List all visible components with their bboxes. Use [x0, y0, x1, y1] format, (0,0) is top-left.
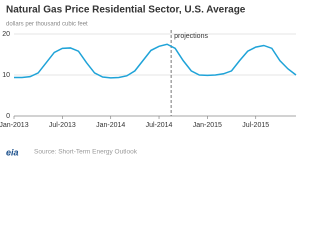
logo: eia: [6, 147, 19, 157]
x-tick-label: Jan-2015: [193, 122, 222, 129]
y-tick-label: 20: [2, 31, 10, 38]
x-tick-label: Jan-2013: [0, 122, 29, 129]
annotation: projections: [174, 33, 208, 40]
y-tick-label: 10: [2, 72, 10, 79]
chart: Natural Gas Price Residential Sector, U.…: [0, 5, 297, 157]
x-tick-label: Jul-2015: [242, 122, 269, 129]
x-tick-label: Jul-2013: [49, 122, 76, 129]
y-tick-label: 0: [6, 113, 10, 120]
chart-subtitle: dollars per thousand cubic feet: [6, 22, 88, 28]
source: Source: Short-Term Energy Outlook: [34, 149, 138, 156]
x-tick-label: Jan-2014: [96, 122, 125, 129]
chart-title: Natural Gas Price Residential Sector, U.…: [6, 5, 246, 16]
x-tick-label: Jul-2014: [146, 122, 173, 129]
series-line: [14, 43, 297, 79]
